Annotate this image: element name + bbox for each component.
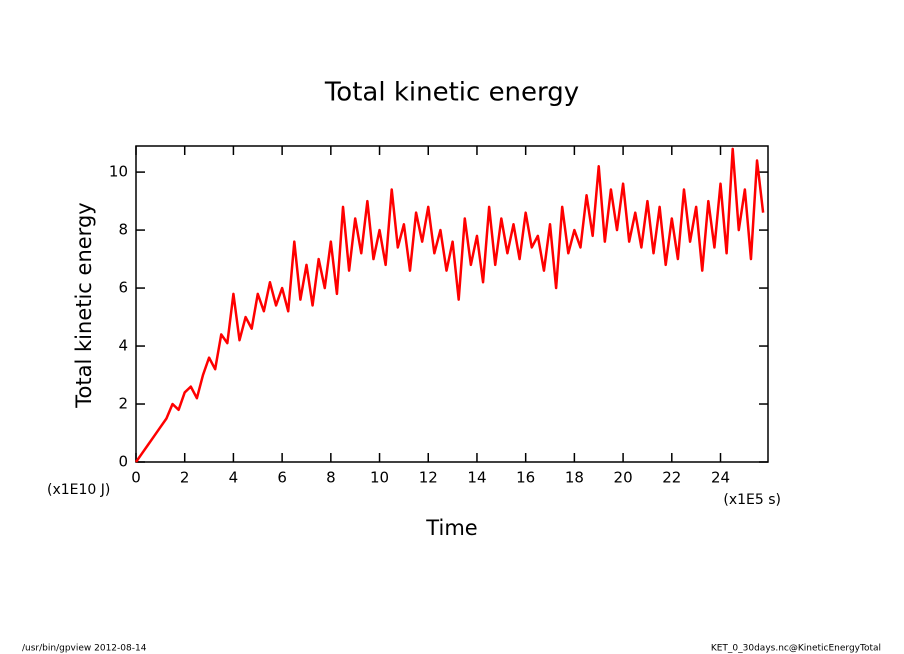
y-tick-label: 4 [118,337,128,355]
y-tick-label: 0 [118,453,128,471]
x-tick-label: 4 [229,469,239,487]
x-tick-label: 14 [467,469,486,487]
x-tick-label: 8 [326,469,336,487]
y-tick-label: 10 [109,163,128,181]
x-unit: (x1E5 s) [723,492,781,508]
plot-frame [135,145,769,463]
y-tick-label: 6 [118,279,128,297]
chart-title: Total kinetic energy [324,78,579,108]
x-tick-label: 22 [662,469,681,487]
x-tick-label: 16 [516,469,535,487]
x-tick-label: 0 [131,469,141,487]
x-tick-label: 24 [711,469,730,487]
y-unit: (x1E10 J) [47,482,110,498]
x-tick-label: 12 [419,469,438,487]
data-line [134,147,765,463]
y-tick-label: 8 [118,221,128,239]
x-axis-label: Time [425,516,477,540]
y-axis-label: Total kinetic energy [72,202,96,408]
y-tick-label: 2 [118,395,128,413]
x-tick-label: 2 [180,469,190,487]
x-tick-label: 10 [370,469,389,487]
x-tick-label: 20 [614,469,633,487]
footer-right: KET_0_30days.nc@KineticEnergyTotal [711,644,881,654]
x-tick-label: 18 [565,469,584,487]
footer-left: /usr/bin/gpview 2012-08-14 [22,644,147,654]
x-tick-label: 6 [277,469,287,487]
